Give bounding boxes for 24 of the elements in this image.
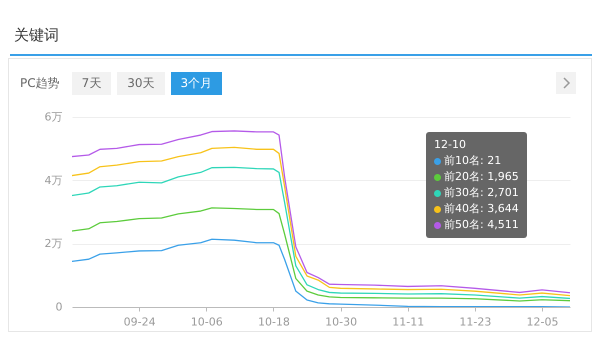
text: 3个月 <box>170 72 222 95</box>
x-tick-label: 10-06 <box>190 316 223 328</box>
annotation: 前20名: 1,965 <box>444 169 519 185</box>
y-tick-label: 0 <box>56 300 62 314</box>
x-tick-label: 11-23 <box>459 316 492 328</box>
annotation: 前30名: 2,701 <box>444 185 519 201</box>
x-tick-label: 09-24 <box>124 316 156 328</box>
x-tick-label: 12-05 <box>526 316 559 328</box>
y-tick-label: 6万 <box>44 110 62 124</box>
annotation: 前40名: 3,644 <box>444 201 519 217</box>
text: 30天 <box>117 72 165 95</box>
x-tick-label: 11-11 <box>392 316 424 328</box>
y-tick-label: 4万 <box>44 174 62 187</box>
text: 7天 <box>72 72 112 95</box>
annotation: 前10名: 21 <box>444 153 502 169</box>
line-series <box>72 166 570 300</box>
y-tick-label: 2万 <box>44 237 62 250</box>
chart-title: 关键词 <box>14 26 59 45</box>
annotation: 12-10 <box>434 137 467 153</box>
line-series <box>72 238 570 307</box>
annotation: 前50名: 4,511 <box>444 217 519 233</box>
x-tick-label: 10-30 <box>325 316 358 328</box>
x-tick-label: 10-18 <box>258 316 290 328</box>
text: PC趋势 <box>20 75 60 92</box>
